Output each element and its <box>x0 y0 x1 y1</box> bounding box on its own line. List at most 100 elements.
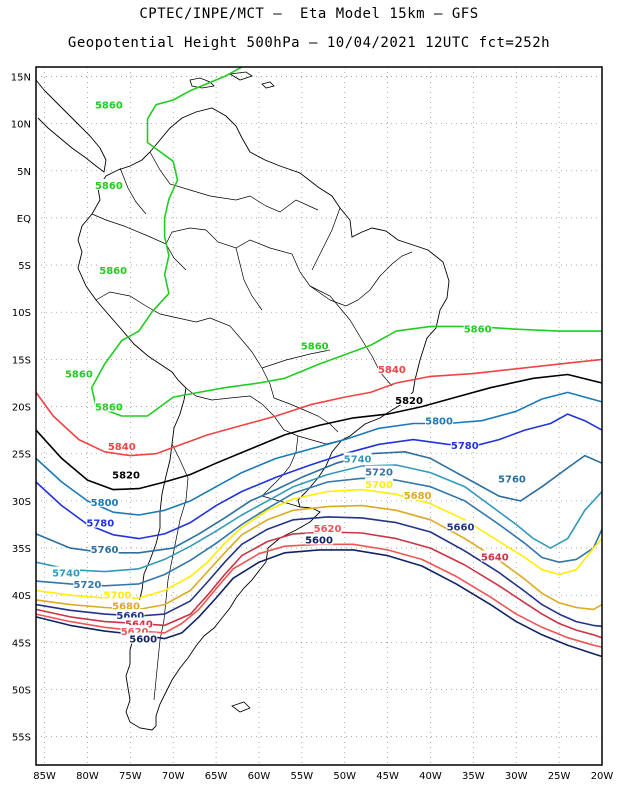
contour-label: 5760 <box>91 545 119 556</box>
contour-label: 5700 <box>104 590 132 601</box>
contour-label: 5640 <box>125 620 153 631</box>
contour-label: 5780 <box>451 441 479 452</box>
contour-label: 5800 <box>425 417 453 428</box>
contour-line-5720 <box>35 477 603 587</box>
contour-label-bg <box>480 550 509 562</box>
contour-label-bg <box>463 322 492 334</box>
contour-label-bg <box>99 263 128 275</box>
lon-tick-label: 45W <box>376 771 399 782</box>
contour-label-bg <box>450 439 479 451</box>
contour-label-bg <box>90 542 119 554</box>
contour-label-bg <box>343 452 372 464</box>
contour-labels: 5860 5860 5860 5860 5860 5860 5860 5840 5840 5820… <box>52 98 526 646</box>
axis-tick-labels: 15N 10N 5N EQ 5S 10S 15S 20S 25S 30S 35S 40S 45S 50S 5… <box>11 72 614 782</box>
contour-label-bg <box>497 472 526 484</box>
contour-label-bg <box>300 339 329 351</box>
contour-label-bg <box>112 468 141 480</box>
lat-tick-label: 20S <box>12 403 31 414</box>
contour-label: 5680 <box>112 602 140 613</box>
contour-label-bg <box>94 400 123 412</box>
lat-tick-label: 45S <box>12 638 31 649</box>
lat-tick-label: 50S <box>12 686 31 697</box>
contour-label-bg <box>129 632 158 644</box>
map-title-line2: Geopotential Height 500hPa – 10/04/2021 … <box>67 35 551 51</box>
contour-label-bg <box>116 609 145 621</box>
lon-tick-label: 55W <box>291 771 314 782</box>
contour-label-bg <box>86 516 115 528</box>
contour-line-5620 <box>35 543 603 648</box>
contour-label-bg <box>425 414 454 426</box>
contour-line-5740 <box>35 464 603 573</box>
lon-tick-label: 25W <box>548 771 571 782</box>
contour-label-bg <box>305 533 333 545</box>
contour-label: 5660 <box>116 611 144 622</box>
contour-label-bg <box>446 520 475 532</box>
caribbean-island <box>261 81 275 89</box>
contour-label: 5620 <box>121 627 149 638</box>
lon-tick-label: 80W <box>76 771 99 782</box>
contour-label: 5860 <box>95 403 123 414</box>
lon-tick-label: 20W <box>591 771 614 782</box>
contour-label-bg <box>103 588 132 600</box>
contour-label-bg <box>90 495 119 507</box>
contour-label-bg <box>107 440 136 452</box>
lon-tick-label: 70W <box>162 771 185 782</box>
contour-label: 5720 <box>74 580 102 591</box>
contour-label: 5840 <box>378 365 406 376</box>
lat-tick-label: 25S <box>12 450 31 461</box>
lon-tick-label: 75W <box>119 771 142 782</box>
contour-label: 5740 <box>344 454 372 465</box>
contour-label-bg <box>94 178 123 190</box>
contour-label-bg <box>395 393 424 405</box>
contour-label: 5860 <box>301 341 329 352</box>
contour-label: 5740 <box>52 569 80 580</box>
contour-label-bg <box>124 617 153 629</box>
contour-label-bg <box>112 599 141 611</box>
contour-label: 5720 <box>365 468 393 479</box>
lat-tick-label: 35S <box>12 544 31 555</box>
contour-label-bg <box>52 566 81 578</box>
contour-label-bg <box>313 522 342 534</box>
contour-label-bg <box>73 577 102 589</box>
south-america-coastline <box>77 107 450 731</box>
contour-label: 5860 <box>95 101 123 112</box>
contour-line-5680 <box>35 504 603 611</box>
lon-tick-label: 40W <box>419 771 442 782</box>
contour-label: 5780 <box>86 519 114 530</box>
contour-label: 5620 <box>314 524 342 535</box>
lat-tick-label: 15N <box>11 72 31 83</box>
lat-tick-label: 40S <box>12 591 31 602</box>
contour-label: 5660 <box>447 522 475 533</box>
lat-tick-label: 15S <box>12 355 31 366</box>
lon-tick-label: 60W <box>248 771 271 782</box>
lat-tick-label: 55S <box>12 733 31 744</box>
contour-label-bg <box>377 362 406 374</box>
lon-tick-label: 50W <box>333 771 356 782</box>
contour-label: 5680 <box>404 491 432 502</box>
central-america-coastline <box>35 79 107 173</box>
contour-label: 5640 <box>481 553 509 564</box>
contour-line-5780 <box>35 413 603 540</box>
geopotential-contours <box>35 66 603 658</box>
contour-label: 5840 <box>108 442 136 453</box>
contour-line-5800 <box>35 391 603 516</box>
caribbean-island <box>189 77 215 89</box>
contour-label: 5600 <box>305 536 333 547</box>
contour-line-5700 <box>35 488 603 599</box>
contour-label: 5760 <box>498 474 526 485</box>
contour-label: 5820 <box>112 470 140 481</box>
falkland-islands <box>231 701 251 713</box>
contour-label: 5600 <box>129 635 157 646</box>
lat-tick-label: 10N <box>11 120 31 131</box>
contour-label: 5820 <box>395 396 423 407</box>
contour-label-bg <box>365 477 394 489</box>
contour-label: 5860 <box>99 266 127 277</box>
lon-tick-label: 65W <box>205 771 228 782</box>
contour-label-bg <box>94 98 123 110</box>
contour-line-5660 <box>35 516 603 628</box>
map-frame <box>35 66 603 766</box>
contour-label-bg <box>120 625 149 637</box>
map-title-line1: CPTEC/INPE/MCT – Eta Model 15km – GFS <box>139 6 479 22</box>
lon-tick-label: 30W <box>505 771 528 782</box>
